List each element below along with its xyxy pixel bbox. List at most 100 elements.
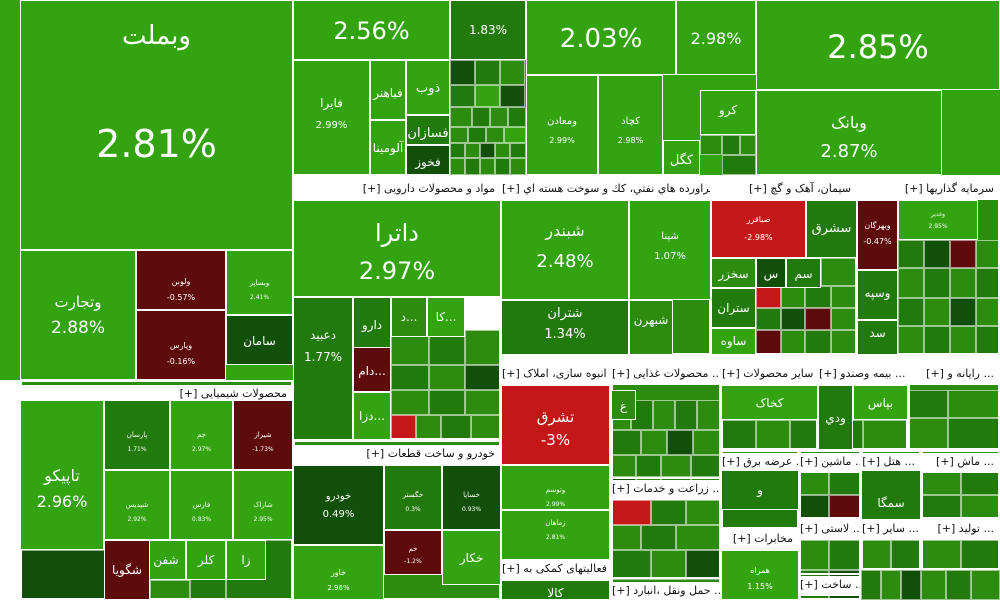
- stock-cell[interactable]: [740, 135, 756, 155]
- stock-cell[interactable]: [450, 107, 472, 127]
- stock-cell[interactable]: [829, 495, 861, 520]
- stock-cell[interactable]: [756, 420, 790, 450]
- stock-tile[interactable]: تشرق -3%: [501, 385, 610, 465]
- stock-tile[interactable]: شاراک 2.95%: [233, 470, 293, 540]
- stock-cell[interactable]: [686, 500, 721, 525]
- stock-cell[interactable]: [831, 286, 857, 308]
- stock-cell[interactable]: [898, 268, 924, 298]
- stock-cell[interactable]: [921, 540, 961, 570]
- stock-cell[interactable]: [486, 127, 504, 143]
- stock-cell[interactable]: [924, 298, 950, 326]
- stock-cell[interactable]: [908, 418, 948, 450]
- stock-tile[interactable]: شفن: [146, 540, 186, 580]
- stock-tile[interactable]: صباقزر -2.98%: [711, 200, 806, 258]
- stock-cell[interactable]: [961, 540, 1000, 570]
- stock-cell[interactable]: [976, 326, 1000, 355]
- stock-cell[interactable]: [636, 455, 661, 477]
- stock-cell[interactable]: [881, 570, 901, 600]
- stock-cell[interactable]: [863, 420, 908, 450]
- stock-tile[interactable]: جم 2.97%: [170, 400, 233, 470]
- sector-header[interactable]: [+] بیمه وصندو ...: [818, 365, 908, 385]
- stock-tile[interactable]: ذوب: [406, 60, 450, 115]
- stock-cell[interactable]: [450, 127, 468, 143]
- stock-cell[interactable]: [510, 158, 526, 175]
- stock-tile[interactable]: وسپه: [857, 270, 898, 320]
- stock-tile[interactable]: فباهنر: [370, 60, 406, 120]
- stock-cell[interactable]: [468, 127, 486, 143]
- stock-tile[interactable]: دعبید 1.77%: [293, 297, 353, 440]
- stock-cell[interactable]: [441, 415, 471, 440]
- stock-cell[interactable]: [20, 550, 105, 600]
- stock-cell[interactable]: [490, 107, 508, 127]
- stock-cell[interactable]: [480, 143, 495, 158]
- stock-cell[interactable]: [651, 500, 686, 525]
- stock-cell[interactable]: [799, 540, 829, 570]
- stock-cell[interactable]: [976, 240, 1000, 268]
- stock-tile[interactable]: کالا: [501, 580, 610, 600]
- stock-cell[interactable]: [722, 135, 740, 155]
- stock-tile[interactable]: سخزر: [711, 258, 756, 288]
- stock-tile[interactable]: شگویا: [104, 540, 150, 600]
- stock-tile[interactable]: 2.03%: [526, 0, 676, 75]
- stock-cell[interactable]: [756, 308, 781, 330]
- stock-cell[interactable]: [510, 143, 526, 158]
- stock-cell[interactable]: [781, 308, 805, 330]
- stock-tile[interactable]: ودي: [818, 385, 853, 450]
- stock-cell[interactable]: [948, 390, 1000, 418]
- sector-header[interactable]: [+] عرضه برق ...: [721, 453, 799, 473]
- sector-header[interactable]: [+] زراعت و خدمات ...: [611, 480, 721, 500]
- stock-tile[interactable]: کگل: [663, 140, 700, 175]
- stock-cell[interactable]: [976, 268, 1000, 298]
- stock-tile[interactable]: شیراز -1.73%: [233, 400, 293, 470]
- stock-tile[interactable]: 2.85%: [756, 0, 1000, 90]
- stock-tile[interactable]: وبملت 2.81%: [20, 0, 293, 250]
- stock-tile[interactable]: کلر: [186, 540, 226, 580]
- sector-header[interactable]: [+] مخابرات: [721, 530, 799, 550]
- stock-tile[interactable]: ولوبن -0.57%: [136, 250, 226, 310]
- stock-cell[interactable]: [429, 390, 465, 415]
- stock-cell[interactable]: [921, 470, 961, 495]
- stock-cell[interactable]: [465, 158, 480, 175]
- stock-cell[interactable]: [611, 430, 641, 455]
- stock-cell[interactable]: [948, 418, 1000, 450]
- stock-tile[interactable]: پارسان 1.71%: [104, 400, 170, 470]
- stock-cell[interactable]: [611, 550, 651, 580]
- stock-cell[interactable]: [721, 420, 756, 450]
- sector-header[interactable]: [+] خودرو و ساخت قطعات: [293, 445, 501, 465]
- stock-tile[interactable]: خودرو 0.49%: [293, 465, 384, 545]
- stock-tile[interactable]: شپنا 1.07%: [629, 200, 711, 300]
- stock-cell[interactable]: [500, 85, 525, 107]
- stock-cell[interactable]: [961, 495, 1000, 520]
- stock-tile[interactable]: سمگا: [861, 470, 921, 520]
- stock-tile[interactable]: دام...: [353, 347, 391, 392]
- stock-tile[interactable]: خگستر 0.3%: [384, 465, 442, 530]
- stock-cell[interactable]: [821, 258, 857, 286]
- stock-cell[interactable]: [391, 415, 416, 440]
- stock-cell[interactable]: [472, 107, 490, 127]
- stock-tile[interactable]: سم: [786, 258, 821, 288]
- stock-cell[interactable]: [831, 308, 857, 330]
- stock-cell[interactable]: [471, 415, 501, 440]
- sector-header[interactable]: [+] مواد و محصولات دارویی: [293, 180, 501, 200]
- stock-cell[interactable]: [651, 550, 686, 580]
- stock-tile[interactable]: شتران 1.34%: [501, 300, 629, 355]
- stock-tile[interactable]: زا: [226, 540, 266, 580]
- stock-tile[interactable]: فایرا 2.99%: [293, 60, 370, 175]
- stock-tile[interactable]: شبندر 2.48%: [501, 200, 629, 300]
- stock-tile[interactable]: خاور 2.96%: [293, 545, 384, 600]
- stock-cell[interactable]: [805, 286, 831, 308]
- stock-cell[interactable]: [781, 286, 805, 308]
- stock-tile[interactable]: کرو: [700, 90, 756, 135]
- stock-tile[interactable]: بپاس: [853, 385, 908, 420]
- stock-tile[interactable]: و: [721, 470, 799, 510]
- stock-tile[interactable]: خساپا 0.93%: [442, 465, 501, 530]
- stock-tile[interactable]: خم -1.2%: [384, 530, 442, 575]
- stock-cell[interactable]: [697, 400, 721, 430]
- stock-tile[interactable]: همراه 1.15%: [721, 550, 799, 600]
- stock-tile[interactable]: دارو: [353, 297, 391, 352]
- stock-tile[interactable]: ساوه: [711, 328, 756, 355]
- stock-tile[interactable]: ستران: [711, 288, 756, 328]
- stock-cell[interactable]: [675, 400, 697, 430]
- stock-cell[interactable]: [150, 580, 190, 600]
- stock-cell[interactable]: [790, 420, 818, 450]
